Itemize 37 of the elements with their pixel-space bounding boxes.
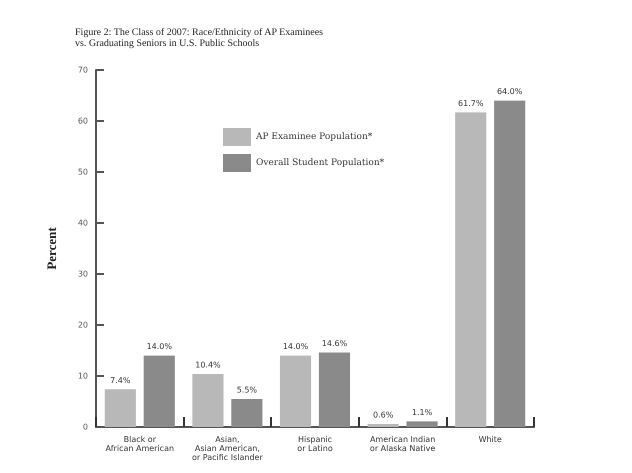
bar — [318, 352, 350, 427]
x-tick-label: White — [478, 435, 502, 444]
data-label: 7.4% — [110, 376, 131, 385]
data-label: 1.1% — [412, 408, 433, 417]
data-label: 14.0% — [146, 342, 172, 352]
bar — [368, 424, 399, 427]
bar — [455, 112, 486, 427]
y-axis-title: Percent — [44, 226, 59, 270]
x-tick-label: Asian, Asian American, or Pacific Islander — [192, 435, 264, 462]
y-tick-label: 50 — [78, 168, 88, 176]
data-label: 0.6% — [372, 410, 394, 420]
bar — [144, 356, 175, 427]
data-label: 64.0% — [496, 87, 523, 96]
x-tick-label: Black or African American — [106, 435, 174, 453]
y-tick-label: 60 — [78, 116, 88, 126]
bar — [494, 100, 526, 427]
data-label: 5.5% — [236, 385, 258, 394]
data-label: 14.0% — [282, 342, 309, 352]
bar — [192, 374, 224, 427]
data-label: 14.6% — [322, 339, 348, 348]
y-tick-label: 20 — [78, 320, 88, 330]
bar — [280, 356, 312, 427]
legend-label: Overall Student Population* — [256, 158, 385, 168]
legend-label: AP Examinee Population* — [255, 132, 373, 142]
y-tick-label: 10 — [78, 372, 88, 380]
y-tick-label: 40 — [78, 218, 88, 228]
y-tick-label: 70 — [78, 66, 88, 74]
bar — [104, 389, 136, 427]
x-tick-label: Hispanic or Latino — [297, 435, 333, 453]
bar — [406, 421, 438, 427]
chart-title: Figure 2: The Class of 2007: Race/Ethnicity of AP Examinees vs. Graduating Seniors in U.S. Public Schools — [75, 27, 324, 49]
data-label: 61.7% — [458, 98, 484, 108]
bar — [231, 398, 262, 427]
y-tick-label: 30 — [78, 270, 88, 278]
data-label: 10.4% — [195, 360, 222, 370]
y-tick-label: 0 — [82, 422, 88, 432]
x-tick-label: American Indian or Alaska Native — [370, 435, 436, 453]
